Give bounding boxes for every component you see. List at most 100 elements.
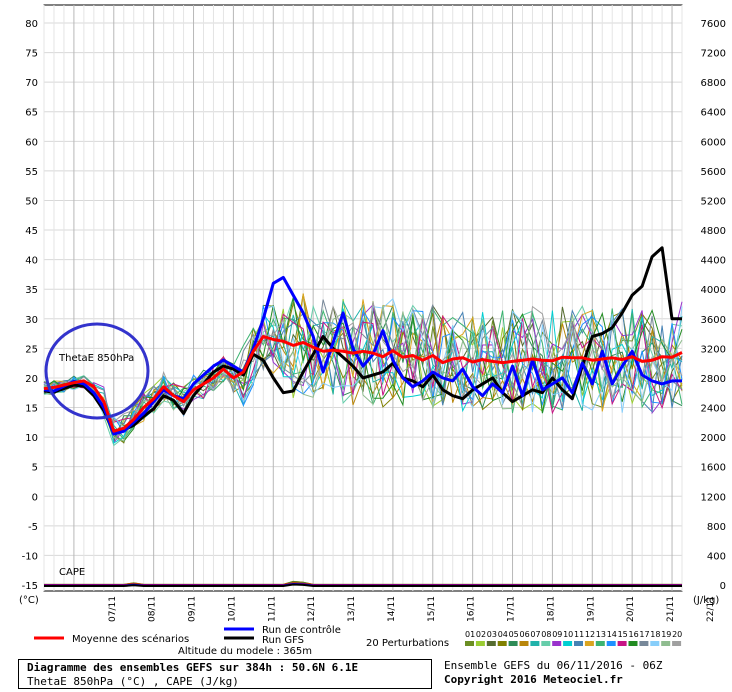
y-left-tick-label: 5 [32,463,38,474]
y-right-tick-label: 3200 [701,344,726,355]
series-line-0 [43,335,683,433]
y-axis-right-ticks: 7600720068006400600056005200480044004000… [701,19,726,592]
legend-label-control: Run de contrôle [262,624,341,636]
perturbation-line [43,299,683,440]
y-right-tick-label: 4000 [701,285,726,296]
main-series-lines [43,246,683,436]
perturbation-id: 01 [465,630,475,639]
perturbation-id: 17 [639,630,649,639]
y-right-tick-label: 2000 [701,433,726,444]
perturbation-swatch [486,641,496,646]
y-right-tick-label: 5600 [701,167,726,178]
y-left-tick-label: 45 [25,226,38,237]
perturbation-swatch [563,641,573,646]
perturbation-swatch [497,641,507,646]
perturbation-id: 16 [629,630,639,639]
y-left-tick-label: 50 [25,196,38,207]
highlight-ellipse [44,322,150,420]
perturbation-swatch [584,641,594,646]
perturbation-swatch [606,641,616,646]
perturbation-swatch [465,641,474,646]
info-block: Ensemble GEFS du 06/11/2016 - 06Z Copyri… [444,659,663,687]
x-tick-label: 12/11 [307,596,317,622]
y-right-tick-label: 1600 [701,463,726,474]
y-right-tick-label: 4400 [701,256,726,267]
y-left-tick-label: 80 [25,19,38,30]
gridlines [43,5,683,591]
cape-label: CAPE [59,567,85,578]
ensemble-run: Ensemble GEFS du 06/11/2016 - 06Z [444,659,663,672]
y-left-tick-label: 60 [25,137,38,148]
y-right-tick-label: 6800 [701,78,726,89]
x-tick-label: 10/11 [227,596,237,622]
x-tick-label: 22/11 [706,596,716,622]
y-left-tick-label: 20 [25,374,38,385]
y-left-tick-label: 55 [25,167,38,178]
y-right-unit: (J/kg) [693,595,719,606]
y-left-tick-label: 0 [32,492,38,503]
perturbation-swatch [661,641,671,646]
y-left-tick-label: 35 [25,285,38,296]
perturbation-id: 09 [552,630,562,639]
perturbation-id: 13 [596,630,606,639]
y-right-tick-label: 4800 [701,226,726,237]
x-tick-label: 14/11 [387,596,397,622]
copyright: Copyright 2016 Meteociel.fr [444,673,623,686]
perturbation-swatch [475,641,485,646]
perturbation-swatch [650,641,660,646]
perturbation-swatch [519,641,529,646]
y-left-tick-label: -5 [28,522,38,533]
x-tick-label: 15/11 [427,596,437,622]
perturbation-id: 03 [487,630,497,639]
y-left-tick-label: 10 [25,433,38,444]
perturbation-id: 15 [618,630,628,639]
y-left-tick-label: 65 [25,108,38,119]
perturbation-id: 10 [563,630,573,639]
y-right-tick-label: 7600 [701,19,726,30]
x-tick-label: 09/11 [188,596,198,622]
perturbation-id: 19 [661,630,671,639]
perturbation-swatch [530,641,540,646]
y-right-tick-label: 5200 [701,196,726,207]
y-right-tick-label: 1200 [701,492,726,503]
y-left-tick-label: -15 [22,581,38,592]
perturbation-id: 11 [574,630,584,639]
perturbation-id: 05 [509,630,519,639]
y-left-tick-label: 75 [25,49,38,60]
y-right-tick-label: 6400 [701,108,726,119]
perturbations-label: 20 Perturbations [366,638,449,649]
perturbation-swatch [541,641,551,646]
y-left-unit: (°C) [19,595,39,606]
perturbation-swatch [617,641,627,646]
perturbation-id: 04 [498,630,508,639]
title-line2: ThetaE 850hPa (°C) , CAPE (J/kg) [27,675,239,688]
perturbation-swatch [552,641,562,646]
perturbation-swatch [672,641,682,646]
series-line-1 [43,275,682,436]
cape-lines [44,580,682,587]
thetae-annotation: ThetaE 850hPa [58,353,134,364]
y-left-tick-label: 30 [25,315,38,326]
x-axis-ticks: 07/11 08/11 09/11 10/11 11/11 12/11 13/11 14/11… [108,596,716,622]
y-right-tick-label: 6000 [701,137,726,148]
y-right-tick-label: 2400 [701,404,726,415]
legend-label-gfs: Run GFS [262,635,304,646]
perturbation-id: 07 [530,630,540,639]
x-tick-label: 20/11 [626,596,636,622]
y-right-tick-label: 0 [720,581,726,592]
title-line1: Diagramme des ensembles GEFS sur 384h : … [27,661,359,674]
perturbation-line [43,307,683,425]
altitude-label: Altitude du modele : 365m [178,646,312,657]
perturbation-id: 02 [476,630,486,639]
perturbation-swatch [508,641,518,646]
y-left-tick-label: 40 [25,256,38,267]
y-left-tick-label: 25 [25,344,38,355]
legend-label-mean: Moyenne des scénarios [72,633,189,645]
x-tick-label: 18/11 [546,596,556,622]
title-box: Diagramme des ensembles GEFS sur 384h : … [18,659,432,689]
perturbation-swatch [639,641,649,646]
perturbation-swatch [595,641,605,646]
x-tick-label: 08/11 [148,596,158,622]
